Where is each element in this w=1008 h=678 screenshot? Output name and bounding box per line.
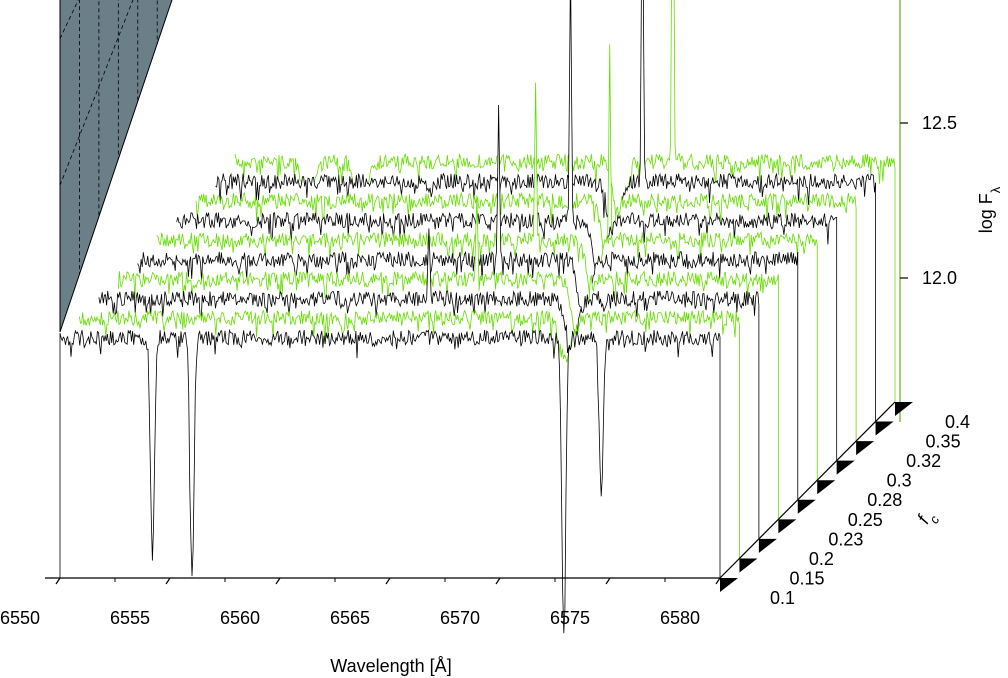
x-tick xyxy=(605,577,611,585)
x-tick-label: 6565 xyxy=(330,608,370,628)
z-tick-label: 0.28 xyxy=(867,490,902,510)
spectrum-line-fc-0.35 xyxy=(215,0,876,250)
z-tick-marker xyxy=(778,519,797,534)
x-tick xyxy=(495,577,501,585)
z-tick-marker xyxy=(758,538,777,553)
spectrum-line-fc-0.25 xyxy=(137,104,799,335)
spectrum-line-fc-0.32 xyxy=(195,44,857,262)
z-tick-label: 0.35 xyxy=(926,432,961,452)
z-axis-title-group: fc xyxy=(913,507,942,531)
z-tick-marker xyxy=(739,558,758,573)
z-tick-marker xyxy=(856,441,875,456)
z-tick-marker xyxy=(875,421,894,436)
x-tick-label: 6555 xyxy=(110,608,150,628)
chart-walls xyxy=(59,0,173,333)
y-tick-label: 12.5 xyxy=(922,113,957,133)
spectrum-line-fc-0.3 xyxy=(176,0,837,303)
z-tick-label: 0.15 xyxy=(789,568,824,588)
spectrum-line-fc-0.4 xyxy=(234,0,896,237)
y-tick-label: 12.0 xyxy=(922,268,957,288)
z-tick-label: 0.23 xyxy=(828,529,863,549)
side-wall-gridline xyxy=(59,0,134,186)
y-axis-title-group: log Fλ xyxy=(976,186,1003,233)
x-tick-label: 6570 xyxy=(440,608,480,628)
spectra-traces xyxy=(59,0,896,634)
x-tick-label: 6580 xyxy=(660,608,700,628)
z-tick-marker xyxy=(817,480,836,495)
z-tick-label: 0.2 xyxy=(809,549,834,569)
z-tick-label: 0.4 xyxy=(945,412,970,432)
z-axis-title-subscript: c xyxy=(926,512,942,526)
z-tick-label: 0.25 xyxy=(848,510,883,530)
x-tick xyxy=(715,577,721,585)
trace-fill-0.1 xyxy=(60,330,720,634)
x-tick xyxy=(165,577,171,585)
x-tick-label: 6575 xyxy=(550,608,590,628)
y-axis-title: log Fλ xyxy=(976,186,1003,233)
z-tick-label: 0.32 xyxy=(906,451,941,471)
z-tick-label: 0.3 xyxy=(887,471,912,491)
z-axis-line xyxy=(719,401,896,579)
z-tick-label: 0.1 xyxy=(770,588,795,608)
z-tick-marker xyxy=(836,460,855,475)
chart-axes: 655065556560656565706575658012.012.513.0… xyxy=(0,0,970,628)
spectrum-line-fc-0.28 xyxy=(156,82,818,307)
z-tick-marker xyxy=(720,578,738,592)
x-tick xyxy=(385,577,391,585)
y-axis-title-subscript: λ xyxy=(988,186,1003,193)
z-axis-title: fc xyxy=(913,507,942,531)
z-tick-marker xyxy=(797,499,816,514)
x-tick xyxy=(55,577,61,585)
spectrum-line-fc-0.23 xyxy=(117,195,779,346)
x-axis-title: Wavelength [Å] xyxy=(330,656,451,676)
x-tick xyxy=(275,577,281,585)
z-tick-marker xyxy=(895,402,913,416)
x-tick-label: 6550 xyxy=(0,608,40,628)
x-tick-label: 6560 xyxy=(220,608,260,628)
spectrum-line-fc-0.1 xyxy=(59,328,721,634)
spectrum-line-fc-0.15 xyxy=(78,309,740,363)
spectrum-line-fc-0.2 xyxy=(98,228,760,361)
